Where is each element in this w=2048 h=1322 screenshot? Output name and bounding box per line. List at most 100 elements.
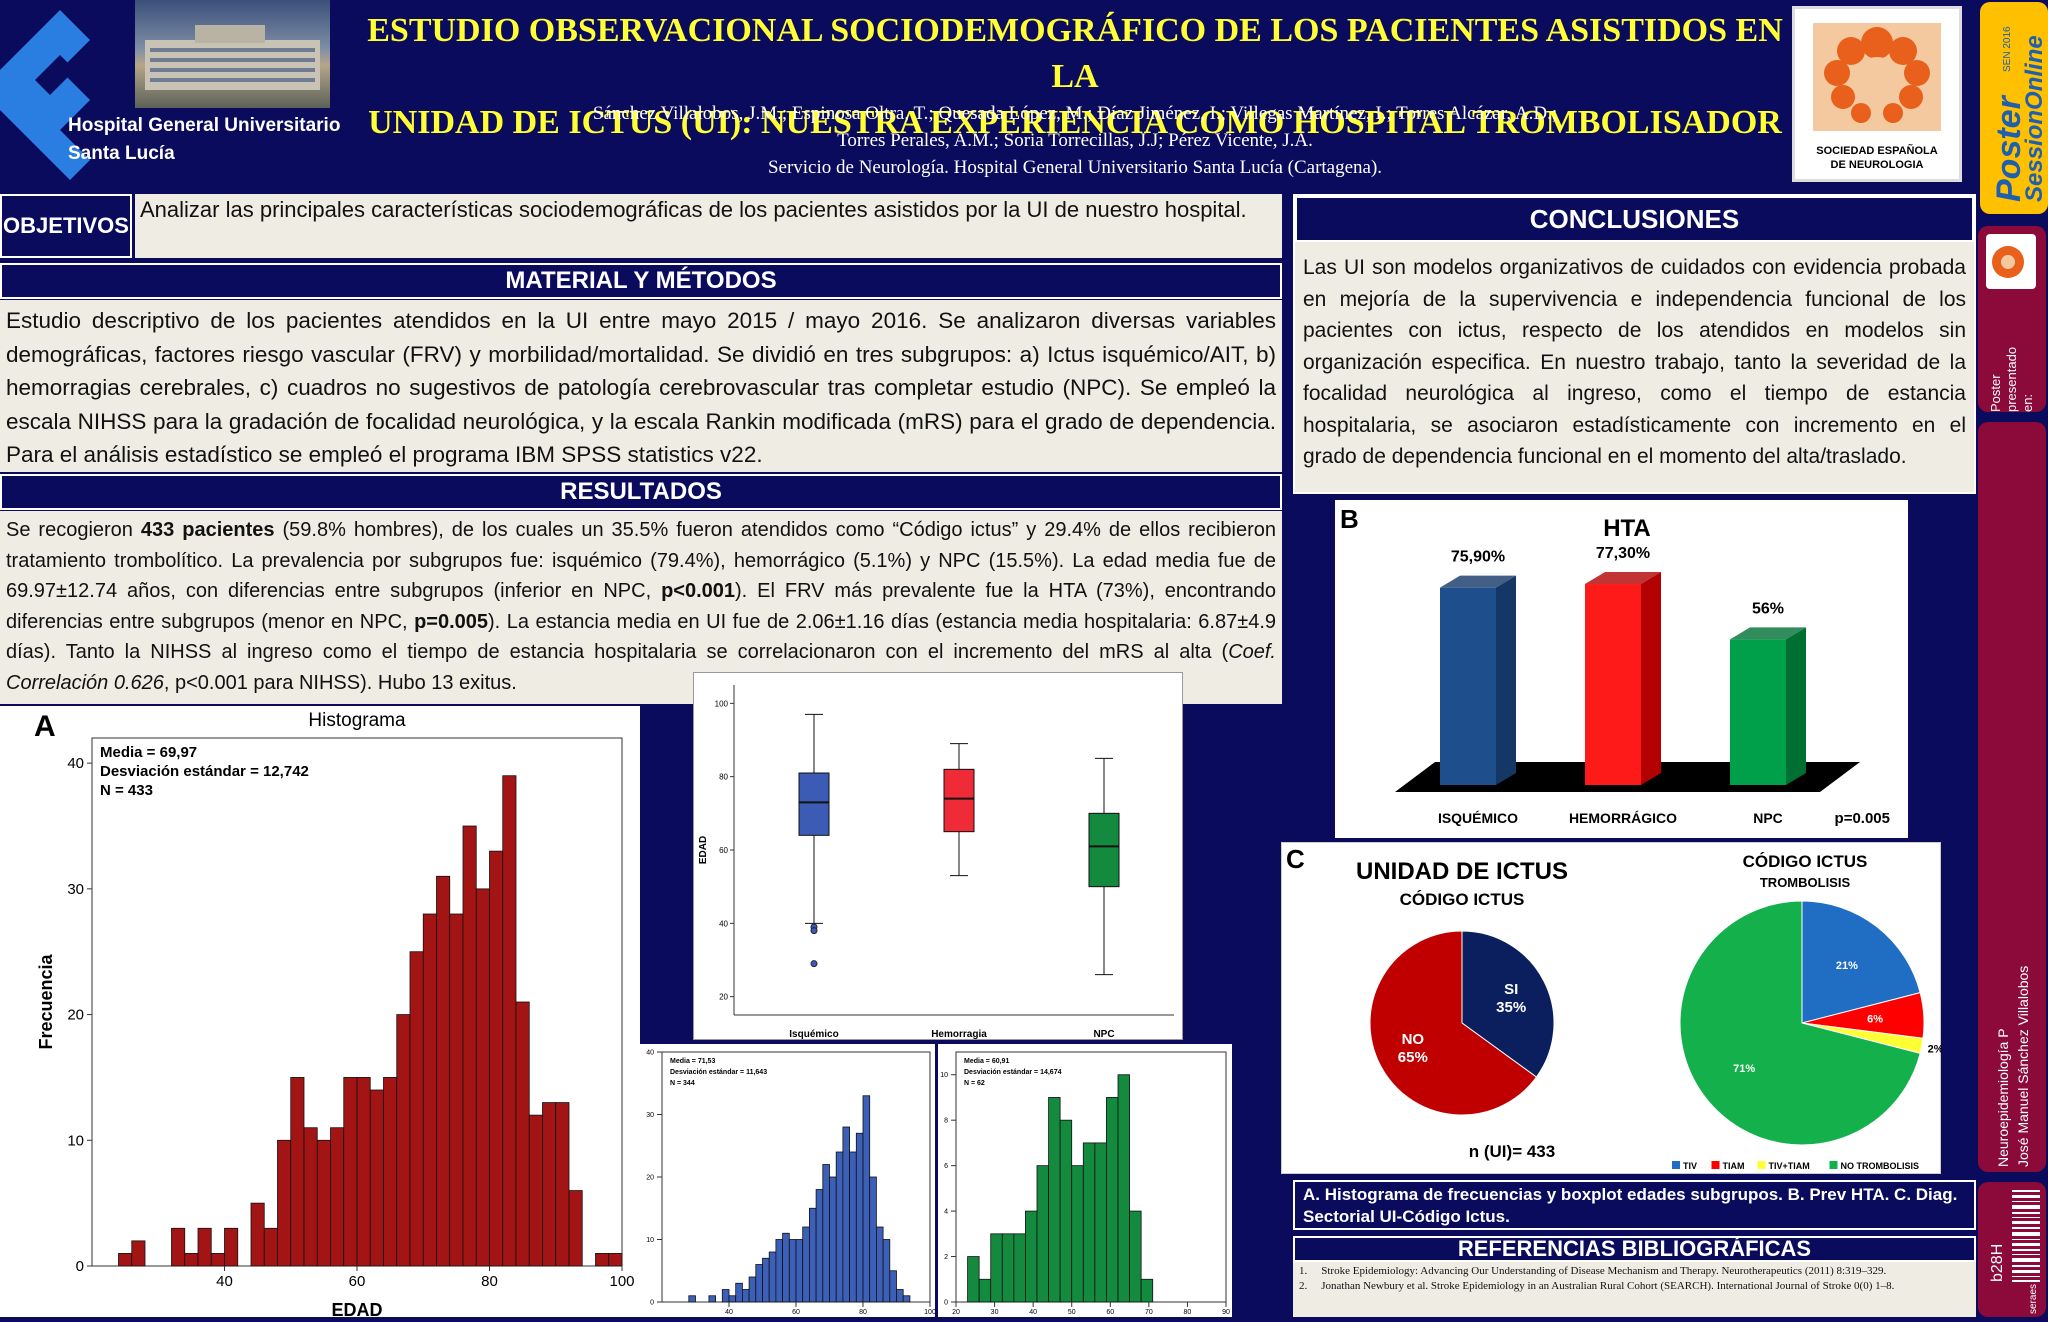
histogram-bar xyxy=(755,1264,763,1303)
x-tick-label: 70 xyxy=(1145,1309,1153,1316)
histogram-bar xyxy=(1071,1165,1084,1303)
conclusiones-title: CONCLUSIONES xyxy=(1295,196,1974,242)
histogram-bar xyxy=(489,850,504,1267)
x-tick-label: 40 xyxy=(1029,1309,1037,1316)
objetivos-label: OBJETIVOS xyxy=(0,194,132,258)
histogram-bar xyxy=(1117,1074,1130,1303)
histogram-bar xyxy=(316,1139,331,1267)
histogram-bar xyxy=(171,1227,186,1267)
x-tick-label: 80 xyxy=(859,1309,867,1316)
histogram-bar xyxy=(263,1227,278,1267)
x-tick-label: 90 xyxy=(1222,1309,1230,1316)
stats-annotation: Desviación estándar = 14,674 xyxy=(964,1069,1062,1076)
histogram-bar xyxy=(735,1282,743,1303)
brain-logo-icon xyxy=(1813,23,1941,131)
pie-subtitle: CÓDIGO ICTUS xyxy=(1400,890,1525,909)
histogram-bar xyxy=(875,1226,884,1303)
sidebar-code-text: b28H xyxy=(1989,1244,2006,1282)
res-t2: (59.8% hombres), de los cuales un 35.5% … xyxy=(6,519,1277,602)
histogram-bar xyxy=(462,825,477,1267)
histogram-bar xyxy=(775,1239,783,1303)
figure-label-b: B xyxy=(1340,504,1359,534)
hospital-photo xyxy=(135,0,330,108)
conclusiones-box: CONCLUSIONES Las UI son modelos organiza… xyxy=(1293,194,1976,494)
x-tick-label: 100 xyxy=(924,1309,935,1316)
histogram-bar xyxy=(1013,1233,1026,1303)
stats-annotation: Media = 71,53 xyxy=(670,1058,715,1065)
pie-value-label: 21% xyxy=(1836,960,1858,972)
histogram-bar xyxy=(1025,1210,1038,1303)
data-label: 75,90% xyxy=(1451,549,1505,566)
ref-num: 2. xyxy=(1299,1280,1308,1292)
histogram-bar xyxy=(303,1127,318,1267)
pie-slice xyxy=(1679,900,1921,1146)
pie-slice xyxy=(1461,930,1555,1078)
histogram-bar xyxy=(782,1232,790,1303)
presented-line1: Poster xyxy=(1988,374,2003,412)
y-tick-label: 100 xyxy=(715,699,729,708)
histogram-bar xyxy=(422,913,437,1267)
histogram-bar xyxy=(882,1239,891,1303)
pie-subtitle: TROMBOLISIS xyxy=(1760,875,1851,890)
legend-swatch xyxy=(1672,1161,1680,1169)
title-line1: ESTUDIO OBSERVACIONAL SOCIODEMOGRÁFICO D… xyxy=(367,12,1783,95)
histogram-bar xyxy=(369,1089,384,1267)
y-tick-label: 40 xyxy=(719,919,728,928)
poster-title: ESTUDIO OBSERVACIONAL SOCIODEMOGRÁFICO D… xyxy=(350,8,1800,146)
hospital-name-line1: Hospital General Universitario xyxy=(68,115,341,136)
histogram-bar xyxy=(475,888,490,1267)
category-label: Isquémico xyxy=(789,1029,838,1040)
figure-label-c: C xyxy=(1286,844,1305,874)
legend-swatch xyxy=(1711,1161,1720,1169)
presented-text: Poster presentado en: xyxy=(1988,347,2035,412)
authors: Sánchez Villalobos, J.M.; Espinosa Oltra… xyxy=(350,100,1800,181)
box xyxy=(798,772,830,836)
x-axis-label: EDAD xyxy=(331,1300,382,1317)
y-tick-label: 20 xyxy=(646,1174,654,1181)
histogram-bar xyxy=(842,1126,850,1303)
y-tick-label: 0 xyxy=(650,1299,654,1306)
histogram-bar xyxy=(224,1227,239,1267)
ref-item: 1. Stroke Epidemiology: Advancing Our Und… xyxy=(1299,1264,1970,1279)
sidebar-small: SEN 2016 xyxy=(2002,26,2013,72)
y-tick-label: 40 xyxy=(67,755,84,772)
histogram-bar xyxy=(728,1295,737,1303)
data-label: 56% xyxy=(1752,600,1784,617)
hta-card: HTA 75,90% ISQUÉMICO 77,30% HEMORRÁGICO 56% NP… xyxy=(1335,500,1908,838)
pie-value-label: 6% xyxy=(1867,1013,1883,1025)
sen-line1: SOCIEDAD ESPAÑOLA xyxy=(1816,145,1938,157)
histogram-bar xyxy=(343,1077,358,1267)
bar xyxy=(1585,584,1641,785)
pie-label: NO xyxy=(1402,1031,1425,1048)
ref-num: 1. xyxy=(1299,1265,1308,1277)
histogram-bar xyxy=(383,1077,398,1267)
res-b3: p=0.005 xyxy=(414,610,489,633)
histogram-bar xyxy=(210,1253,225,1267)
referencias-list: 1. Stroke Epidemiology: Advancing Our Und… xyxy=(1293,1262,1976,1317)
outlier-point xyxy=(810,927,818,935)
bar-top xyxy=(1730,627,1806,640)
sidebar-brand: seraes xyxy=(2028,1284,2039,1314)
hospital-name-line2: Santa Lucía xyxy=(68,143,175,164)
histogram-bar xyxy=(978,1278,992,1303)
poster-session-logo: Poster SessionOnline SEN 2016 xyxy=(1990,26,2048,202)
hta-chart: HTA 75,90% ISQUÉMICO 77,30% HEMORRÁGICO 56% NP… xyxy=(1395,515,1890,827)
hospital-logo-icon xyxy=(0,10,90,180)
histogram-bar xyxy=(902,1295,911,1303)
histogram-bar xyxy=(768,1251,777,1303)
histogram-bar xyxy=(515,1001,530,1267)
authors-line2: Torres Perales, A.M.; Soria Torrecillas,… xyxy=(837,130,1313,151)
pie-slice xyxy=(1801,900,1921,1024)
bar xyxy=(1730,639,1786,785)
histogram-bar xyxy=(721,1289,730,1303)
res-b2: p<0.001 xyxy=(661,580,736,602)
pie-footer: n (UI)= 433 xyxy=(1469,1142,1555,1161)
histogram-bar xyxy=(855,1132,864,1303)
pie-card: UNIDAD DE ICTUS CÓDIGO ICTUS SI 35% NO 65% n (… xyxy=(1281,842,1944,1174)
legend-label: NO TROMBOLISIS xyxy=(1841,1161,1920,1171)
res-b1: 433 pacientes xyxy=(140,519,275,541)
y-tick-label: 10 xyxy=(940,1072,948,1079)
histogram-small-1-card: 40 60 80 100 0 10 20 30 40 Media = 71,53 Desviació… xyxy=(640,1044,936,1317)
x-tick-label: 20 xyxy=(952,1309,960,1316)
stats-annotation: N = 344 xyxy=(670,1080,695,1087)
